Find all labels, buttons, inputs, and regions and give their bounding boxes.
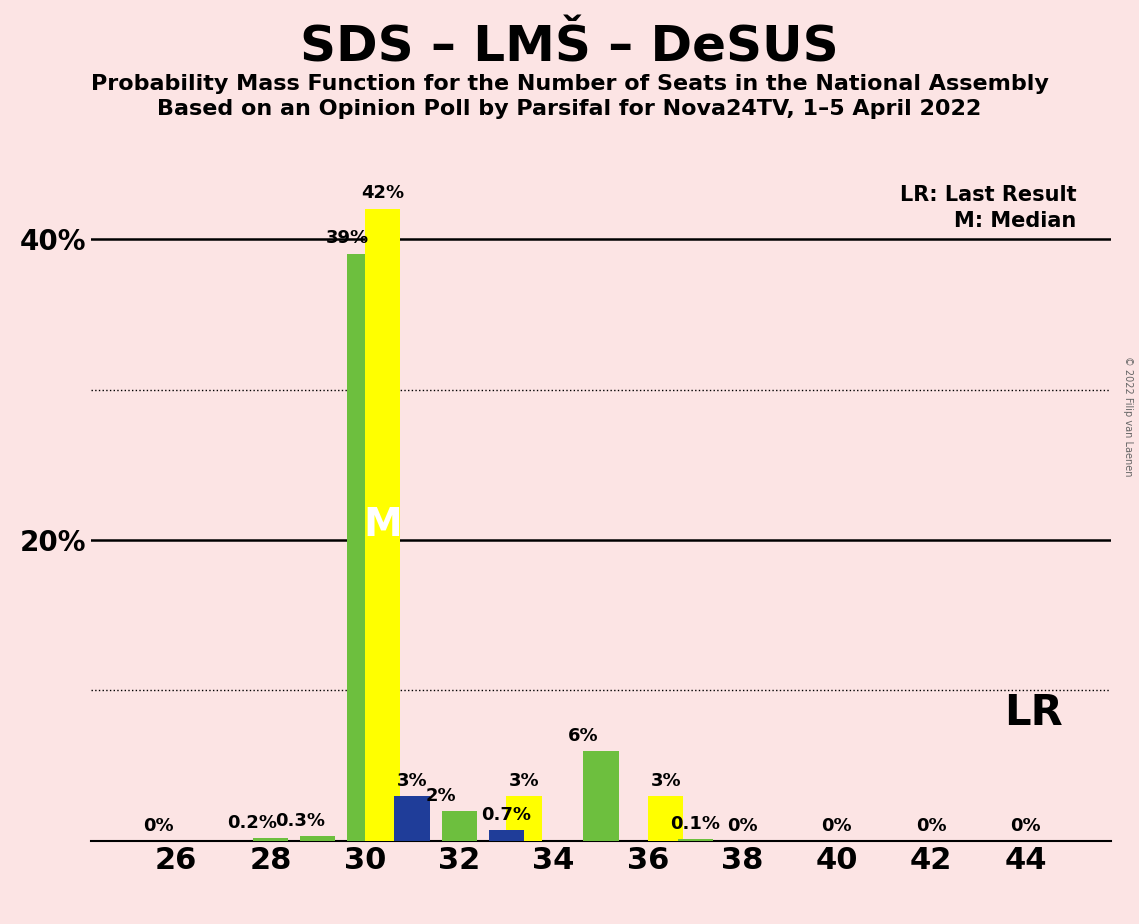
Text: 3%: 3% (650, 772, 681, 790)
Text: 0%: 0% (727, 817, 757, 834)
Bar (253, 838, 288, 841)
Bar (489, 831, 524, 841)
Text: 42%: 42% (361, 184, 404, 201)
Text: 0.2%: 0.2% (228, 814, 278, 832)
Text: 0.7%: 0.7% (482, 807, 532, 824)
Text: 2%: 2% (426, 786, 457, 805)
Text: 6%: 6% (567, 726, 598, 745)
Text: 0.3%: 0.3% (274, 812, 325, 831)
Text: M: M (363, 506, 402, 544)
Text: LR: Last Result: LR: Last Result (900, 185, 1076, 205)
Text: 0.1%: 0.1% (670, 815, 720, 833)
Text: © 2022 Filip van Laenen: © 2022 Filip van Laenen (1123, 356, 1132, 476)
Bar (347, 254, 383, 841)
Bar (300, 836, 335, 841)
Text: 3%: 3% (396, 772, 427, 790)
Bar (678, 839, 713, 841)
Text: 0%: 0% (821, 817, 852, 834)
Bar (507, 796, 542, 841)
Text: Based on an Opinion Poll by Parsifal for Nova24TV, 1–5 April 2022: Based on an Opinion Poll by Parsifal for… (157, 99, 982, 119)
Bar (442, 810, 477, 841)
Text: 0%: 0% (1010, 817, 1041, 834)
Text: Probability Mass Function for the Number of Seats in the National Assembly: Probability Mass Function for the Number… (91, 74, 1048, 94)
Bar (364, 209, 400, 841)
Text: 0%: 0% (142, 817, 173, 834)
Text: 3%: 3% (509, 772, 540, 790)
Bar (394, 796, 429, 841)
Text: SDS – LMŠ – DeSUS: SDS – LMŠ – DeSUS (301, 23, 838, 71)
Bar (583, 750, 618, 841)
Text: LR: LR (1005, 692, 1064, 734)
Bar (648, 796, 683, 841)
Text: M: Median: M: Median (954, 211, 1076, 231)
Text: 39%: 39% (326, 229, 369, 247)
Text: 0%: 0% (916, 817, 947, 834)
